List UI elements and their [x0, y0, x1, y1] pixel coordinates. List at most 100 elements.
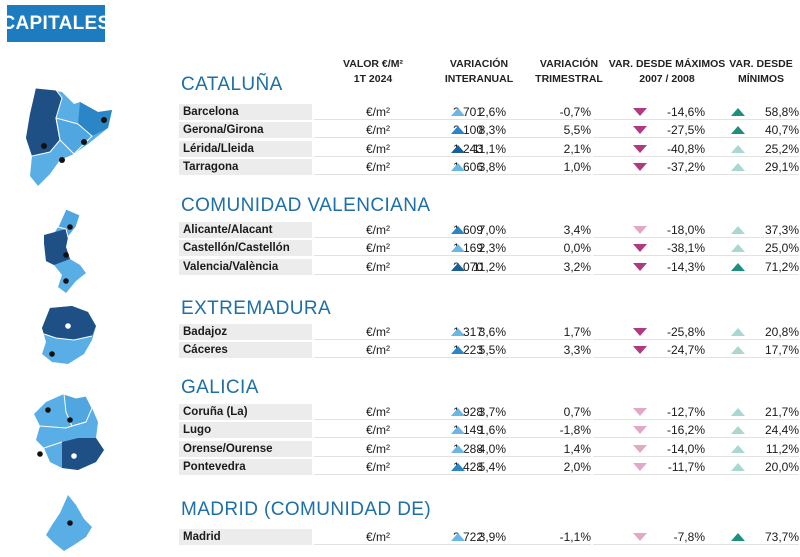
maximos-value: -25,8%	[666, 325, 705, 339]
city-name: Valencia/València	[179, 259, 312, 275]
maximos-down-icon	[633, 244, 647, 252]
interanual-value: 11,1%	[472, 142, 506, 156]
minimos-value: 58,8%	[764, 105, 799, 119]
interanual-value: 3,7%	[478, 405, 506, 419]
values-right: -16,2% 24,4%	[593, 422, 799, 438]
region-title: EXTREMADURA	[181, 298, 332, 319]
table-row: Alicante/Alacant 1.609 €/m² 7,0% 3,4% -18,0% 3…	[179, 222, 799, 239]
values-left: 1.317 €/m² 3,6% 1,7%	[314, 324, 591, 340]
trimestral-value: 3,3%	[563, 343, 591, 357]
values-right: -11,7% 20,0%	[593, 459, 799, 475]
minimos-up-icon	[731, 145, 745, 153]
city-name: Orense/Ourense	[179, 441, 312, 457]
values-left: 1.606 €/m² 3,8% 1,0%	[314, 159, 591, 175]
maximos-down-icon	[633, 126, 647, 134]
minimos-up-icon	[731, 163, 745, 171]
valor-unit: €/m²	[366, 260, 390, 274]
trimestral-value: 5,5%	[563, 123, 591, 137]
col-header-maximos-l1: VAR. DESDE MÁXIMOS	[608, 58, 726, 70]
col-header-minimos-l1: VAR. DESDE	[729, 58, 793, 70]
col-header-trimestral: VARIACIÓN TRIMESTRAL	[527, 57, 611, 87]
maximos-down-icon	[633, 163, 647, 171]
minimos-up-icon	[731, 408, 745, 416]
interanual-up-icon	[451, 108, 465, 116]
maximos-value: -14,0%	[666, 442, 705, 456]
maximos-value: -18,0%	[666, 223, 705, 237]
table-row: Gerona/Girona 2.100 €/m² 8,3% 5,5% -27,5% 40,7…	[179, 122, 799, 139]
maximos-value: -12,7%	[666, 405, 705, 419]
values-right: -14,3% 71,2%	[593, 259, 799, 275]
interanual-value: 7,0%	[478, 223, 506, 237]
valor-unit: €/m²	[366, 241, 390, 255]
city-name: Coruña (La)	[179, 404, 312, 420]
interanual-up-icon	[451, 445, 465, 453]
city-name: Alicante/Alacant	[179, 222, 312, 238]
trimestral-value: 2,0%	[563, 460, 591, 474]
interanual-value: 2,3%	[478, 241, 506, 255]
maximos-value: -16,2%	[666, 423, 705, 437]
values-left: 1.428 €/m² 5,4% 2,0%	[314, 459, 591, 475]
interanual-up-icon	[451, 145, 465, 153]
minimos-up-icon	[731, 126, 745, 134]
interanual-up-icon	[451, 463, 465, 471]
city-name: Badajoz	[179, 324, 312, 340]
interanual-up-icon	[451, 126, 465, 134]
interanual-value: 5,5%	[478, 343, 506, 357]
col-header-interanual: VARIACIÓN INTERANUAL	[437, 57, 521, 87]
trimestral-value: 2,1%	[563, 142, 591, 156]
values-right: -18,0% 37,3%	[593, 222, 799, 238]
interanual-up-icon	[451, 163, 465, 171]
interanual-up-icon	[451, 328, 465, 336]
values-left: 2.100 €/m² 8,3% 5,5%	[314, 122, 591, 138]
minimos-value: 25,0%	[764, 241, 799, 255]
col-header-maximos: VAR. DESDE MÁXIMOS 2007 / 2008	[607, 57, 727, 87]
minimos-up-icon	[731, 108, 745, 116]
valor-unit: €/m²	[366, 105, 390, 119]
interanual-value: 3,8%	[478, 160, 506, 174]
values-left: 1.928 €/m² 3,7% 0,7%	[314, 404, 591, 420]
trimestral-value: -1,8%	[559, 423, 591, 437]
values-left: 1.609 €/m² 7,0% 3,4%	[314, 222, 591, 238]
col-header-interanual-l1: VARIACIÓN	[449, 58, 509, 70]
col-header-maximos-l2: 2007 / 2008	[639, 73, 695, 85]
minimos-up-icon	[731, 445, 745, 453]
maximos-down-icon	[633, 463, 647, 471]
minimos-value: 40,7%	[764, 123, 799, 137]
values-left: 1.288 €/m² 4,0% 1,4%	[314, 441, 591, 457]
valencia-map-icon	[44, 208, 86, 293]
extremadura-map-icon	[42, 306, 96, 364]
city-name: Lérida/Lleida	[179, 141, 312, 157]
maximos-down-icon	[633, 426, 647, 434]
minimos-value: 73,7%	[764, 530, 799, 544]
values-right: -12,7% 21,7%	[593, 404, 799, 420]
valor-unit: €/m²	[366, 123, 390, 137]
trimestral-value: 3,2%	[563, 260, 591, 274]
table-row: Pontevedra 1.428 €/m² 5,4% 2,0% -11,7% 20,0%	[179, 459, 799, 476]
interanual-value: 2,6%	[478, 105, 506, 119]
valor-unit: €/m²	[366, 325, 390, 339]
minimos-value: 71,2%	[764, 260, 799, 274]
maximos-down-icon	[633, 108, 647, 116]
maximos-value: -14,6%	[666, 105, 705, 119]
interanual-value: 3,9%	[478, 530, 506, 544]
values-right: -14,6% 58,8%	[593, 104, 799, 120]
city-name: Castellón/Castellón	[179, 240, 312, 256]
interanual-up-icon	[451, 263, 465, 271]
region-title: COMUNIDAD VALENCIANA	[181, 195, 431, 216]
minimos-up-icon	[731, 533, 745, 541]
interanual-up-icon	[451, 226, 465, 234]
region-title: MADRID (COMUNIDAD DE)	[181, 499, 432, 520]
maximos-value: -37,2%	[666, 160, 705, 174]
maximos-down-icon	[633, 145, 647, 153]
values-right: -7,8% 73,7%	[593, 529, 799, 545]
region-title: CATALUÑA	[181, 74, 283, 95]
city-name: Barcelona	[179, 104, 312, 120]
maximos-value: -11,7%	[667, 460, 705, 474]
minimos-value: 37,3%	[764, 223, 799, 237]
values-right: -37,2% 29,1%	[593, 159, 799, 175]
interanual-value: 8,3%	[478, 123, 506, 137]
galicia-map-icon	[34, 393, 104, 470]
trimestral-value: 1,0%	[563, 160, 591, 174]
values-left: 1.149 €/m² 1,6% -1,8%	[314, 422, 591, 438]
maximos-down-icon	[633, 533, 647, 541]
